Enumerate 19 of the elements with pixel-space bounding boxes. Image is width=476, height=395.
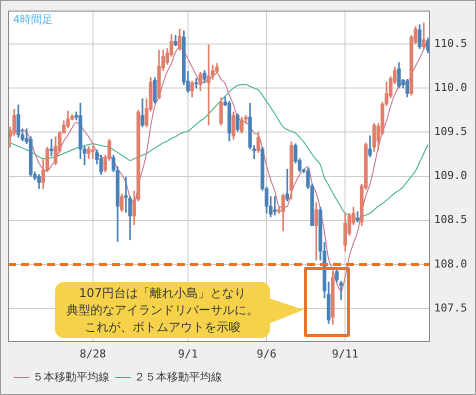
y-tick-label: 110.0 [434, 81, 468, 94]
y-tick-label: 107.5 [434, 301, 468, 314]
x-tick-label: 9/11 [332, 347, 358, 360]
x-tick-label: 8/28 [80, 347, 106, 360]
chart-title: 4時間足 [13, 12, 53, 26]
y-tick-label: 109.0 [434, 169, 468, 182]
y-tick-label: 109.5 [434, 125, 468, 138]
legend-label: ２５本移動平均線 [134, 370, 222, 384]
y-tick-label: 108.0 [434, 257, 468, 270]
y-tick-label: 108.5 [434, 213, 468, 226]
legend-label: ５本移動平均線 [32, 370, 110, 384]
candlestick [339, 280, 343, 300]
annotation: 典型的なアイランドリバーサルに。 [66, 302, 258, 318]
y-tick-label: 110.5 [434, 36, 468, 50]
annotation: これが、ボトムアウトを示唆 [84, 318, 240, 336]
x-tick-label: 9/1 [178, 347, 198, 360]
candlestick [50, 138, 54, 156]
x-tick-label: 9/6 [256, 347, 277, 360]
annotation: 107円台は「離れ小島」となり [79, 284, 246, 302]
